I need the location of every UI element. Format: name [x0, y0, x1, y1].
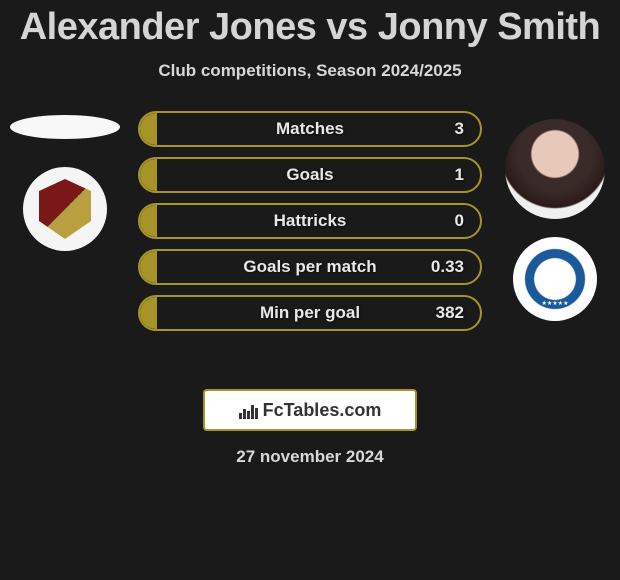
logo-text: FcTables.com: [263, 400, 382, 421]
stat-bars: Matches 3 Goals 1 Hattricks 0 Goals per …: [138, 111, 482, 341]
stat-row-hattricks: Hattricks 0: [138, 203, 482, 239]
source-logo: FcTables.com: [203, 389, 417, 431]
stat-row-goals: Goals 1: [138, 157, 482, 193]
stat-value: 1: [455, 165, 464, 185]
date-text: 27 november 2024: [0, 447, 620, 467]
stat-value: 0: [455, 211, 464, 231]
stat-value: 382: [436, 303, 464, 323]
right-player-avatar: [505, 119, 605, 219]
stat-label: Min per goal: [260, 303, 360, 323]
stat-fill: [140, 113, 157, 145]
stat-label: Goals: [286, 165, 333, 185]
stat-fill: [140, 205, 157, 237]
right-club-badge: [513, 237, 597, 321]
stat-fill: [140, 159, 157, 191]
stat-row-matches: Matches 3: [138, 111, 482, 147]
left-player-avatar: [10, 115, 120, 139]
stat-value: 0.33: [431, 257, 464, 277]
stat-value: 3: [455, 119, 464, 139]
page-title: Alexander Jones vs Jonny Smith: [0, 0, 620, 49]
stat-label: Goals per match: [243, 257, 376, 277]
comparison-area: Matches 3 Goals 1 Hattricks 0 Goals per …: [0, 101, 620, 381]
stat-label: Hattricks: [274, 211, 347, 231]
left-player-column: [0, 101, 130, 251]
left-club-crest-icon: [39, 179, 91, 239]
chart-icon: [239, 401, 259, 419]
right-player-column: [490, 101, 620, 321]
stat-fill: [140, 297, 157, 329]
stat-row-goals-per-match: Goals per match 0.33: [138, 249, 482, 285]
subtitle: Club competitions, Season 2024/2025: [0, 61, 620, 81]
stat-fill: [140, 251, 157, 283]
stat-row-min-per-goal: Min per goal 382: [138, 295, 482, 331]
stat-label: Matches: [276, 119, 344, 139]
right-club-crest-icon: [519, 243, 591, 315]
left-club-badge: [23, 167, 107, 251]
